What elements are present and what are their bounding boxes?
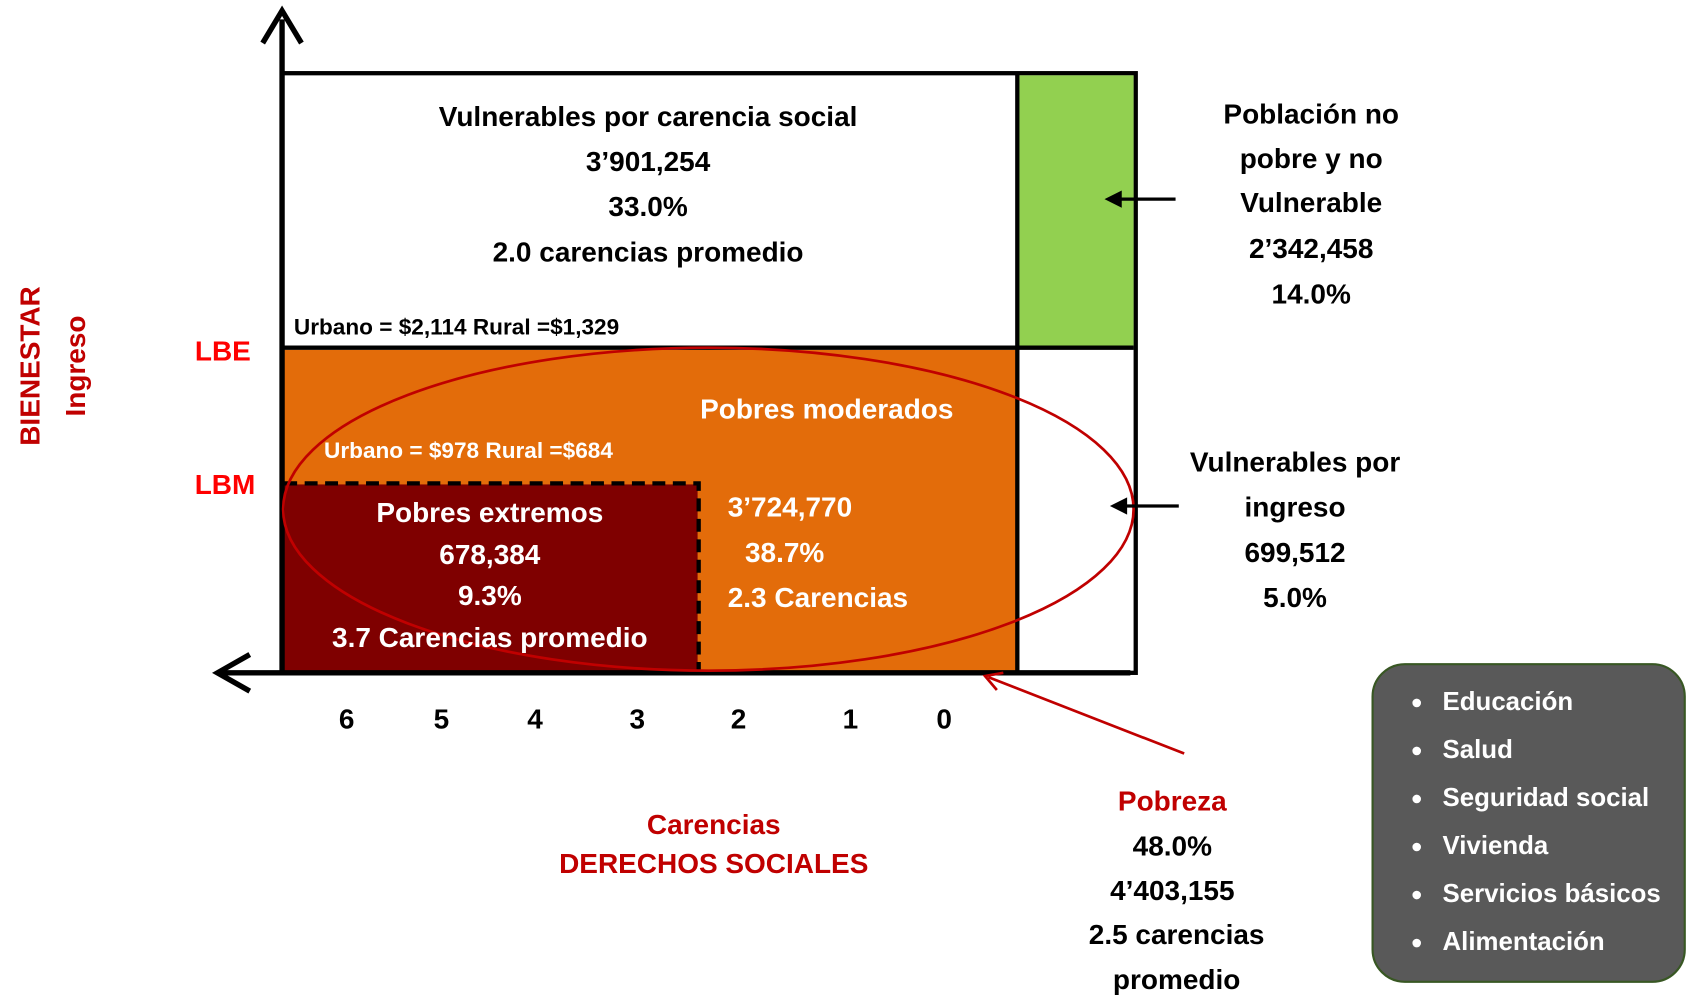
x-tick-label: 2 xyxy=(731,704,747,735)
bullet xyxy=(1412,842,1422,852)
arrow-head xyxy=(1109,497,1128,515)
pobreza-title: Pobreza xyxy=(1118,785,1227,816)
pm-note: 2.3 Carencias xyxy=(728,582,908,613)
pobreza-percent: 48.0% xyxy=(1133,831,1212,862)
x-tick-label: 1 xyxy=(843,704,859,735)
pe-note: 3.7 Carencias promedio xyxy=(332,622,648,653)
np-line: Población no xyxy=(1223,99,1399,130)
x-arrow xyxy=(212,652,252,694)
list-item: Alimentación xyxy=(1443,928,1605,956)
pobreza-note: 2.5 carencias xyxy=(1089,919,1265,950)
vc-note: 2.0 carencias promedio xyxy=(493,236,804,267)
list-item: Seguridad social xyxy=(1443,784,1650,812)
poverty-ellipse xyxy=(281,346,1135,673)
list-item: Servicios básicos xyxy=(1443,880,1661,908)
list-box xyxy=(1371,663,1686,983)
list-item: Vivienda xyxy=(1443,832,1549,860)
vi-count: 699,512 xyxy=(1245,537,1346,568)
x-sublabel: DERECHOS SOCIALES xyxy=(559,848,868,879)
np-line: pobre y no xyxy=(1240,143,1383,174)
x-label: Carencias xyxy=(647,809,781,840)
pe-title: Pobres extremos xyxy=(376,497,603,528)
pe-count: 678,384 xyxy=(439,539,541,570)
list-item: Educación xyxy=(1443,688,1574,716)
green-box xyxy=(1019,75,1134,347)
x-tick-label: 5 xyxy=(434,704,450,735)
extreme-box xyxy=(284,484,698,671)
x-tick-label: 6 xyxy=(339,704,355,735)
x-tick-label: 4 xyxy=(527,704,543,735)
bullet xyxy=(1412,698,1422,708)
pobreza-note: promedio xyxy=(1113,964,1240,995)
bullet xyxy=(1412,746,1422,756)
pobreza-count: 4’403,155 xyxy=(1110,875,1234,906)
bullet xyxy=(1412,938,1422,948)
np-count: 2’342,458 xyxy=(1249,233,1373,264)
vi-percent: 5.0% xyxy=(1263,582,1327,613)
x-tick-label: 0 xyxy=(936,704,952,735)
lbm-label: LBM xyxy=(195,469,256,500)
vi-line: ingreso xyxy=(1245,492,1346,523)
vc-count: 3’901,254 xyxy=(586,146,711,177)
x-tick-label: 3 xyxy=(630,704,646,735)
pointer xyxy=(987,675,1185,755)
pointer-head xyxy=(982,671,1004,691)
y-label: BIENESTAR xyxy=(15,286,46,446)
y-arrow xyxy=(260,5,304,45)
list-item: Salud xyxy=(1443,736,1513,764)
bullet xyxy=(1412,794,1422,804)
bullet xyxy=(1412,890,1422,900)
lbe-threshold: Urbano = $2,114 Rural =$1,329 xyxy=(294,314,619,339)
pm-percent: 38.7% xyxy=(745,537,824,568)
vi-line: Vulnerables por xyxy=(1190,446,1400,477)
y-sublabel: Ingreso xyxy=(60,315,91,416)
lbe-label: LBE xyxy=(195,335,251,366)
vc-percent: 33.0% xyxy=(608,191,687,222)
lbm-threshold: Urbano = $978 Rural =$684 xyxy=(324,438,613,463)
np-percent: 14.0% xyxy=(1272,278,1351,309)
vc-title: Vulnerables por carencia social xyxy=(439,101,858,132)
np-line: Vulnerable xyxy=(1240,187,1382,218)
pe-percent: 9.3% xyxy=(458,580,522,611)
dashed-border xyxy=(284,481,701,671)
pm-count: 3’724,770 xyxy=(728,492,852,523)
arrow-head xyxy=(1104,190,1122,208)
pm-title: Pobres moderados xyxy=(700,394,953,425)
